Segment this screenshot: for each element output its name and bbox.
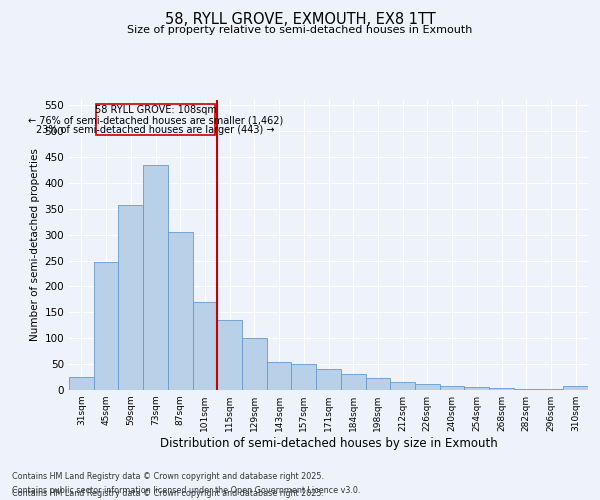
Bar [341,374,365,390]
FancyBboxPatch shape [96,104,215,135]
Bar [193,302,217,390]
Bar [143,164,168,390]
Text: 58 RYLL GROVE: 108sqm: 58 RYLL GROVE: 108sqm [95,105,217,115]
Text: Contains HM Land Registry data © Crown copyright and database right 2025.: Contains HM Land Registry data © Crown c… [12,488,324,498]
Bar [365,378,390,390]
Text: Contains public sector information licensed under the Open Government Licence v3: Contains public sector information licen… [12,486,361,495]
Bar [464,388,489,390]
Bar [316,370,341,390]
Bar [563,386,588,390]
Text: ← 76% of semi-detached houses are smaller (1,462): ← 76% of semi-detached houses are smalle… [28,115,283,125]
Bar [440,386,464,390]
Bar [390,382,415,390]
Bar [292,364,316,390]
Bar [267,362,292,390]
Bar [69,377,94,390]
Bar [242,338,267,390]
X-axis label: Distribution of semi-detached houses by size in Exmouth: Distribution of semi-detached houses by … [160,437,497,450]
Text: 58, RYLL GROVE, EXMOUTH, EX8 1TT: 58, RYLL GROVE, EXMOUTH, EX8 1TT [164,12,436,28]
Y-axis label: Number of semi-detached properties: Number of semi-detached properties [30,148,40,342]
Bar [118,204,143,390]
Bar [415,384,440,390]
Text: Contains HM Land Registry data © Crown copyright and database right 2025.: Contains HM Land Registry data © Crown c… [12,472,324,481]
Bar [514,389,539,390]
Bar [489,388,514,390]
Bar [168,232,193,390]
Text: 23% of semi-detached houses are larger (443) →: 23% of semi-detached houses are larger (… [37,125,275,135]
Bar [217,320,242,390]
Text: Size of property relative to semi-detached houses in Exmouth: Size of property relative to semi-detach… [127,25,473,35]
Bar [94,262,118,390]
